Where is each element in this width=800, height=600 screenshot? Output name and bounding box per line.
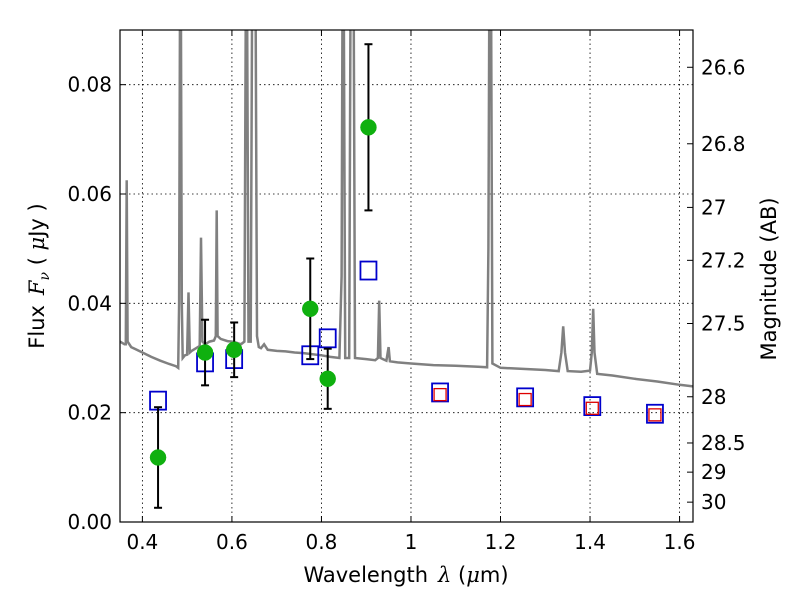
model-square-marker: [583, 396, 602, 417]
observed-point: [360, 119, 377, 136]
y-tick-label: 0.06: [67, 182, 112, 206]
x-axis-unit-rest: m): [480, 563, 509, 587]
nir-square-marker: [648, 408, 662, 422]
markers: [149, 43, 664, 509]
y-tick-label: 0.00: [67, 510, 112, 534]
observed-point: [196, 344, 214, 361]
y2-tick-label: 27.5: [701, 312, 746, 336]
model-square-marker: [318, 328, 337, 349]
x-tick-label: 0.8: [306, 530, 338, 554]
observed-point: [149, 449, 167, 466]
y2-tick-label: 27.2: [701, 248, 746, 272]
y-tick-label: 0.02: [67, 401, 112, 425]
model-square-marker: [359, 260, 378, 281]
y-axis-symbol-sub: ν: [37, 271, 53, 280]
y2-tick-label: 28.5: [701, 431, 746, 455]
plot-area: [120, 30, 693, 509]
y2-tick-label: 28: [701, 385, 726, 409]
plot-frame: [119, 29, 694, 523]
observed-point: [319, 370, 336, 388]
y-tick-label: 0.04: [67, 291, 112, 315]
x-axis-label-prefix: Wavelength: [303, 563, 428, 587]
x-tick-label: 1.4: [574, 530, 606, 554]
y-axis-unit-mu: μ: [25, 237, 49, 251]
y2-tick-label: 26.6: [701, 55, 746, 79]
x-tick-label: 0.6: [216, 530, 248, 554]
x-tick-label: 0.4: [126, 530, 158, 554]
model-square-marker: [516, 387, 535, 408]
observed-point: [302, 300, 319, 318]
nir-square-marker: [518, 392, 532, 407]
nir-square-marker: [433, 387, 447, 402]
y-axis-unit-rest: Jy ): [25, 203, 49, 239]
x-tick-label: 1.2: [485, 530, 517, 554]
series-model-spectrum: [120, 30, 693, 388]
y-axis-symbol: F: [25, 279, 49, 296]
grid-lines: [120, 30, 693, 523]
axis-ticks: 0.4 0.6 0.8 1 1.2 1.4 1.6 0.00 0.02 0.04 0.06 0.08 2…: [67, 30, 746, 554]
x-axis-unit-open: (: [451, 563, 466, 587]
model-square-marker: [646, 403, 664, 424]
y-tick-label: 0.08: [67, 73, 112, 97]
nir-square-marker: [585, 401, 599, 415]
y2-tick-label: 29: [701, 460, 726, 484]
observed-point: [225, 341, 243, 359]
model-square-marker: [431, 382, 449, 403]
x-axis-unit-mu: μ: [466, 563, 480, 587]
x-tick-label: 1.6: [664, 530, 696, 554]
y2-tick-label: 26.8: [701, 132, 746, 156]
y-axis-unit-open: (: [25, 250, 49, 272]
x-axis-symbol: λ: [437, 563, 451, 587]
y2-tick-label: 30: [701, 490, 726, 514]
y2-tick-label: 27: [701, 195, 726, 219]
x-tick-label: 1: [405, 530, 418, 554]
y2-axis-label: Magnitude (AB): [757, 197, 781, 360]
y-axis-label-prefix: Flux: [25, 305, 49, 349]
x-axis-label: Wavelength λ (μm): [303, 563, 508, 587]
y-axis-label: Flux Fν ( μJy ): [25, 203, 53, 348]
